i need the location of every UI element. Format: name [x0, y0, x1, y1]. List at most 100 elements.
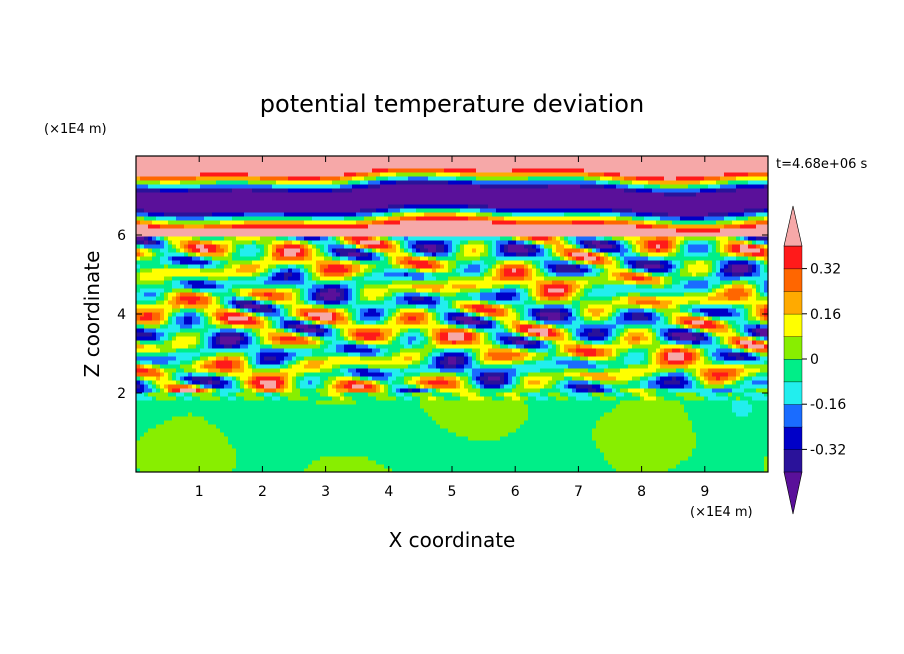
field-cell: [208, 388, 213, 393]
field-cell: [756, 404, 761, 409]
field-cell: [436, 428, 441, 433]
field-cell: [256, 424, 261, 429]
field-cell: [312, 344, 317, 349]
field-cell: [260, 424, 265, 429]
field-cell: [660, 468, 665, 472]
field-cell: [180, 420, 185, 425]
field-cell: [412, 360, 417, 365]
field-cell: [356, 452, 361, 457]
field-cell: [444, 440, 449, 445]
field-cell: [272, 420, 277, 425]
field-cell: [492, 456, 497, 461]
field-cell: [244, 376, 249, 381]
field-cell: [740, 424, 745, 429]
field-cell: [260, 412, 265, 417]
field-cell: [572, 372, 577, 377]
field-cell: [524, 452, 529, 457]
field-cell: [296, 388, 301, 393]
field-cell: [640, 368, 645, 373]
field-cell: [316, 344, 321, 349]
field-cell: [764, 388, 768, 393]
field-cell: [492, 468, 497, 472]
field-cell: [472, 396, 477, 401]
field-cell: [396, 372, 401, 377]
field-cell: [284, 364, 289, 369]
field-cell: [580, 400, 585, 405]
field-cell: [384, 352, 389, 357]
field-cell: [720, 448, 725, 453]
field-cell: [364, 368, 369, 373]
field-cell: [160, 400, 165, 405]
field-cell: [728, 356, 733, 361]
field-cell: [312, 416, 317, 421]
field-cell: [716, 384, 721, 389]
field-cell: [240, 352, 245, 357]
field-cell: [316, 460, 321, 465]
field-cell: [400, 404, 405, 409]
field-cell: [652, 380, 657, 385]
field-cell: [152, 400, 157, 405]
field-cell: [312, 356, 317, 361]
field-cell: [608, 428, 613, 433]
field-cell: [536, 376, 541, 381]
field-cell: [600, 376, 605, 381]
field-cell: [260, 432, 265, 437]
field-cell: [596, 356, 601, 361]
field-cell: [720, 424, 725, 429]
field-cell: [692, 448, 697, 453]
field-cell: [368, 460, 373, 465]
field-cell: [596, 464, 601, 469]
field-cell: [236, 460, 241, 465]
field-cell: [748, 400, 753, 405]
field-cell: [336, 400, 341, 405]
field-cell: [484, 384, 489, 389]
field-cell: [604, 372, 609, 377]
field-cell: [428, 416, 433, 421]
field-cell: [384, 440, 389, 445]
field-cell: [512, 432, 517, 437]
field-cell: [620, 456, 625, 461]
field-cell: [588, 456, 593, 461]
field-cell: [204, 380, 209, 385]
field-cell: [240, 448, 245, 453]
field-cell: [540, 404, 545, 409]
field-cell: [504, 464, 509, 469]
field-cell: [352, 400, 357, 405]
field-cell: [460, 388, 465, 393]
field-cell: [352, 392, 357, 397]
field-cell: [400, 364, 405, 369]
field-cell: [640, 404, 645, 409]
field-cell: [424, 464, 429, 469]
field-cell: [296, 408, 301, 413]
field-cell: [364, 464, 369, 469]
field-cell: [440, 356, 445, 361]
field-cell: [640, 388, 645, 393]
field-cell: [464, 468, 469, 472]
field-cell: [600, 348, 605, 353]
field-cell: [608, 436, 613, 441]
field-cell: [588, 448, 593, 453]
field-cell: [440, 424, 445, 429]
field-cell: [628, 464, 633, 469]
field-cell: [168, 356, 173, 361]
field-cell: [404, 456, 409, 461]
field-cell: [324, 380, 329, 385]
field-cell: [144, 396, 149, 401]
field-cell: [436, 412, 441, 417]
field-cell: [264, 444, 269, 449]
field-cell: [568, 424, 573, 429]
field-cell: [484, 460, 489, 465]
field-cell: [288, 396, 293, 401]
field-cell: [552, 396, 557, 401]
field-cell: [644, 428, 649, 433]
field-cell: [592, 360, 597, 365]
field-cell: [156, 348, 161, 353]
field-cell: [588, 400, 593, 405]
field-cell: [200, 468, 205, 472]
field-cell: [440, 408, 445, 413]
field-cell: [316, 424, 321, 429]
field-cell: [460, 416, 465, 421]
field-cell: [508, 408, 513, 413]
field-cell: [468, 456, 473, 461]
field-cell: [444, 364, 449, 369]
